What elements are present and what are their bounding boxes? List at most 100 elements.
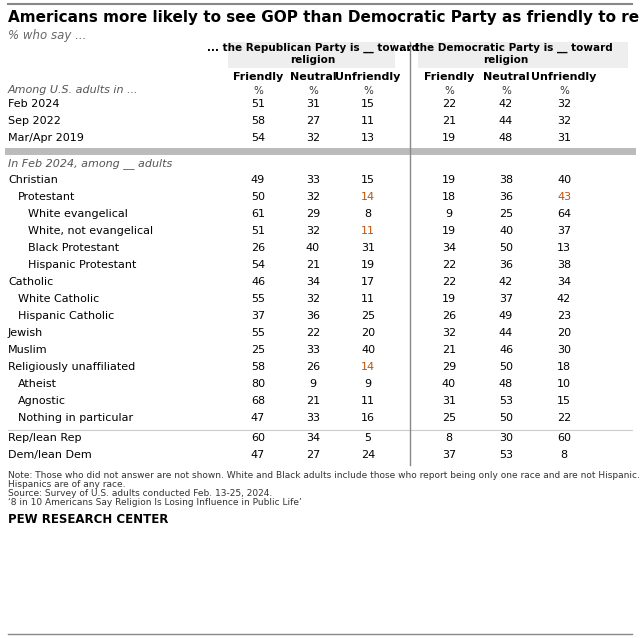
Text: 51: 51 bbox=[251, 99, 265, 109]
Text: 37: 37 bbox=[557, 226, 571, 236]
Text: 33: 33 bbox=[306, 345, 320, 355]
Text: 50: 50 bbox=[251, 192, 265, 202]
Text: 19: 19 bbox=[361, 260, 375, 270]
Text: 34: 34 bbox=[306, 277, 320, 287]
Text: 37: 37 bbox=[499, 294, 513, 304]
Text: 16: 16 bbox=[361, 413, 375, 423]
Text: 55: 55 bbox=[251, 294, 265, 304]
Bar bbox=[418, 42, 628, 68]
Text: 15: 15 bbox=[361, 99, 375, 109]
Text: Nothing in particular: Nothing in particular bbox=[18, 413, 133, 423]
Text: 19: 19 bbox=[442, 294, 456, 304]
Text: 40: 40 bbox=[557, 175, 571, 185]
Text: 13: 13 bbox=[557, 243, 571, 253]
Text: 15: 15 bbox=[557, 396, 571, 406]
Text: ... the Republican Party is __ toward
religion: ... the Republican Party is __ toward re… bbox=[207, 43, 419, 65]
Text: %: % bbox=[363, 86, 373, 96]
Text: Friendly: Friendly bbox=[233, 72, 283, 82]
Text: Atheist: Atheist bbox=[18, 379, 57, 389]
Text: Dem/lean Dem: Dem/lean Dem bbox=[8, 450, 92, 460]
Text: 54: 54 bbox=[251, 260, 265, 270]
Text: 37: 37 bbox=[251, 311, 265, 321]
Text: 32: 32 bbox=[306, 294, 320, 304]
Text: 18: 18 bbox=[442, 192, 456, 202]
Text: 46: 46 bbox=[251, 277, 265, 287]
Text: 42: 42 bbox=[499, 99, 513, 109]
Text: 32: 32 bbox=[442, 328, 456, 338]
Text: Unfriendly: Unfriendly bbox=[531, 72, 596, 82]
Text: %: % bbox=[253, 86, 263, 96]
Text: 33: 33 bbox=[306, 413, 320, 423]
Text: Neutral: Neutral bbox=[483, 72, 529, 82]
Text: % who say ...: % who say ... bbox=[8, 29, 86, 42]
Text: 58: 58 bbox=[251, 362, 265, 372]
Text: 17: 17 bbox=[361, 277, 375, 287]
Text: 25: 25 bbox=[442, 413, 456, 423]
Text: 40: 40 bbox=[499, 226, 513, 236]
Text: 36: 36 bbox=[499, 260, 513, 270]
Text: Rep/lean Rep: Rep/lean Rep bbox=[8, 433, 81, 443]
Text: 51: 51 bbox=[251, 226, 265, 236]
Text: 22: 22 bbox=[442, 99, 456, 109]
Text: Friendly: Friendly bbox=[424, 72, 474, 82]
Text: 20: 20 bbox=[361, 328, 375, 338]
Text: 50: 50 bbox=[499, 362, 513, 372]
Text: 14: 14 bbox=[361, 362, 375, 372]
Text: 40: 40 bbox=[361, 345, 375, 355]
Text: 50: 50 bbox=[499, 413, 513, 423]
Text: 8: 8 bbox=[561, 450, 568, 460]
Text: 5: 5 bbox=[365, 433, 371, 443]
Text: 34: 34 bbox=[442, 243, 456, 253]
Text: 31: 31 bbox=[557, 133, 571, 143]
Text: 32: 32 bbox=[306, 226, 320, 236]
Text: Mar/Apr 2019: Mar/Apr 2019 bbox=[8, 133, 84, 143]
Text: 47: 47 bbox=[251, 450, 265, 460]
Text: 38: 38 bbox=[557, 260, 571, 270]
Text: Muslim: Muslim bbox=[8, 345, 47, 355]
Text: 31: 31 bbox=[361, 243, 375, 253]
Text: 23: 23 bbox=[557, 311, 571, 321]
Text: 26: 26 bbox=[251, 243, 265, 253]
Text: 53: 53 bbox=[499, 396, 513, 406]
Text: 43: 43 bbox=[557, 192, 571, 202]
Text: 31: 31 bbox=[442, 396, 456, 406]
Text: 25: 25 bbox=[499, 209, 513, 219]
Text: 33: 33 bbox=[306, 175, 320, 185]
Text: 31: 31 bbox=[306, 99, 320, 109]
Text: 11: 11 bbox=[361, 294, 375, 304]
Text: PEW RESEARCH CENTER: PEW RESEARCH CENTER bbox=[8, 513, 168, 526]
Text: Neutral: Neutral bbox=[290, 72, 336, 82]
Text: 40: 40 bbox=[442, 379, 456, 389]
Text: 34: 34 bbox=[557, 277, 571, 287]
Text: 11: 11 bbox=[361, 226, 375, 236]
Text: Agnostic: Agnostic bbox=[18, 396, 66, 406]
Text: 60: 60 bbox=[557, 433, 571, 443]
Text: 49: 49 bbox=[499, 311, 513, 321]
Text: 11: 11 bbox=[361, 396, 375, 406]
Text: 36: 36 bbox=[306, 311, 320, 321]
Text: 32: 32 bbox=[306, 133, 320, 143]
Text: 11: 11 bbox=[361, 116, 375, 126]
Text: Catholic: Catholic bbox=[8, 277, 53, 287]
Text: 20: 20 bbox=[557, 328, 571, 338]
Text: Jewish: Jewish bbox=[8, 328, 44, 338]
Text: 22: 22 bbox=[442, 277, 456, 287]
Text: Black Protestant: Black Protestant bbox=[28, 243, 119, 253]
Text: 21: 21 bbox=[442, 345, 456, 355]
Text: %: % bbox=[444, 86, 454, 96]
Text: 9: 9 bbox=[364, 379, 372, 389]
Text: Sep 2022: Sep 2022 bbox=[8, 116, 61, 126]
Text: 13: 13 bbox=[361, 133, 375, 143]
Bar bbox=[228, 42, 395, 68]
Text: Source: Survey of U.S. adults conducted Feb. 13-25, 2024.: Source: Survey of U.S. adults conducted … bbox=[8, 489, 272, 498]
Text: 21: 21 bbox=[306, 260, 320, 270]
Text: 40: 40 bbox=[306, 243, 320, 253]
Text: 25: 25 bbox=[251, 345, 265, 355]
Text: 50: 50 bbox=[499, 243, 513, 253]
Text: Among U.S. adults in ...: Among U.S. adults in ... bbox=[8, 85, 138, 95]
Text: Hispanics are of any race.: Hispanics are of any race. bbox=[8, 480, 125, 489]
Text: 8: 8 bbox=[364, 209, 372, 219]
Text: 80: 80 bbox=[251, 379, 265, 389]
Text: 30: 30 bbox=[557, 345, 571, 355]
Text: 53: 53 bbox=[499, 450, 513, 460]
